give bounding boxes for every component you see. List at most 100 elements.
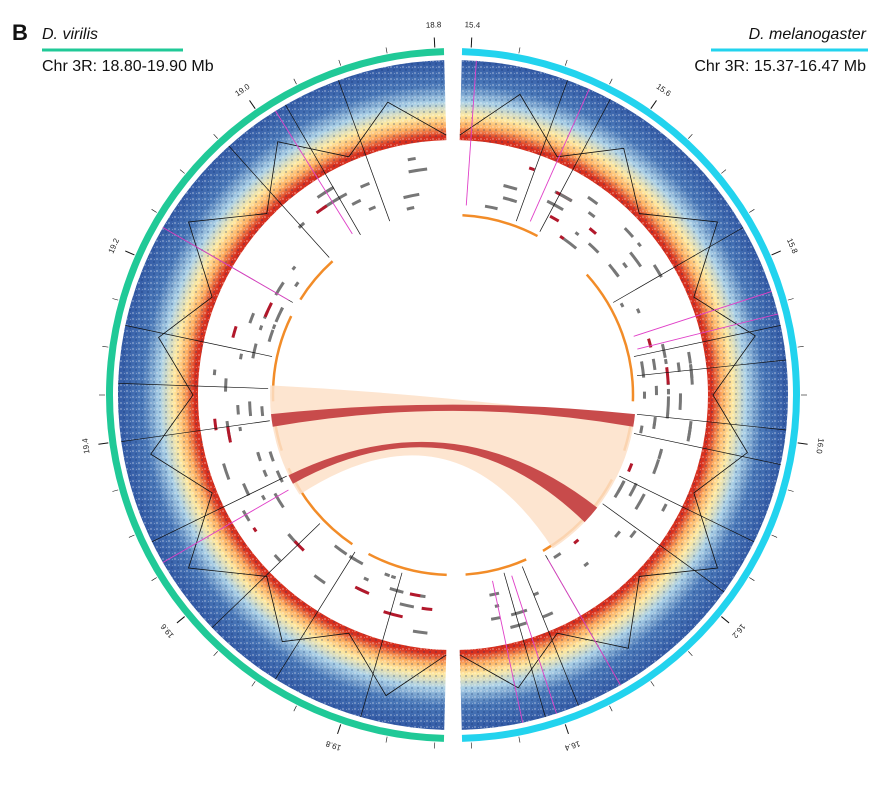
right-gene [587,242,600,254]
left-gene [260,406,265,417]
left-gene [389,587,401,593]
right-gene [686,426,692,442]
right-tick-4 [721,616,730,624]
orange-segment-4 [465,558,527,576]
synteny-band [270,385,635,549]
boundary-line-2 [613,227,744,303]
right-gene [553,552,562,560]
left-minor-tick [151,577,157,581]
left-minor-tick [338,59,342,66]
left-gene [267,329,275,343]
left-gene [273,553,282,562]
left-tick-1 [249,100,256,109]
right-minor-tick [787,489,794,492]
right-gene [689,365,694,385]
right-gene [612,269,620,278]
left-gene [275,470,284,483]
left-gene [256,452,262,462]
boundary-magenta-7 [162,489,289,563]
right-species-name: D. melanogaster [748,26,866,43]
right-gene [510,621,527,629]
right-gene [549,214,560,223]
left-tick-label-3: 19.4 [80,437,91,454]
right-gene [559,235,565,240]
right-gene [640,361,646,378]
gene-track [212,156,694,635]
right-gene [634,493,646,511]
right-gene [629,529,637,539]
left-gene [327,195,342,207]
boundary-line-14 [211,523,321,628]
left-tick-label-5: 19.8 [324,739,342,753]
boundary-line-1 [539,99,611,232]
left-tick-label-0: 18.8 [426,20,443,30]
right-gene [494,604,500,608]
left-tick-3 [98,442,109,445]
left-gene [262,469,268,478]
left-gene [258,324,264,331]
left-minor-tick [128,534,135,538]
orange-segment-1 [585,273,635,402]
right-minor-tick [688,133,693,139]
right-gene [666,396,670,414]
right-gene [666,388,670,395]
right-gene [658,448,664,455]
boundary-magenta-6 [492,580,524,723]
orange-segment-0 [462,213,539,238]
left-gene [421,606,433,611]
left-gene [287,533,294,540]
boundary-line-4 [636,359,787,377]
right-gene [642,391,646,399]
left-gene [390,574,397,580]
left-gene [315,204,328,215]
left-gene [368,205,377,212]
right-gene [502,196,514,202]
right-gene [587,195,599,206]
right-minor-tick [787,298,794,301]
right-tick-label-2: 15.8 [785,237,800,255]
right-tick-label-3: 16.0 [814,438,825,455]
left-tick-label-4: 19.6 [159,622,176,640]
left-region-label: Chr 3R: 18.80-19.90 Mb [42,58,214,75]
left-gene [348,554,357,562]
left-minor-tick [151,209,157,213]
left-gene [231,325,238,339]
left-gene [420,594,426,599]
boundary-line-17 [118,382,269,389]
right-minor-tick [721,169,727,174]
boundary-magenta-9 [275,110,353,235]
left-gene [383,610,403,619]
left-gene [293,540,305,552]
left-minor-tick [102,345,109,348]
right-gene [629,251,643,268]
boundary-line-10 [521,566,579,706]
right-gene [542,611,554,619]
left-gene [263,302,273,318]
right-tick-0 [470,37,473,48]
right-tick-label-4: 16.2 [730,622,747,640]
right-minor-tick [609,78,613,85]
right-gene [490,616,501,621]
boundary-line-0 [515,80,568,222]
right-gene [652,416,657,426]
left-tick-label-1: 19.0 [233,82,251,99]
right-gene [627,462,634,473]
left-tick-0 [433,37,436,48]
right-minor-tick [518,736,521,743]
right-region-label: Chr 3R: 15.37-16.47 Mb [694,58,866,75]
left-gene [406,206,415,211]
right-gene [622,262,628,269]
boundary-magenta-4 [547,559,621,686]
left-minor-tick [112,489,119,492]
synteny-links [270,385,635,549]
left-gene [242,482,251,496]
boundary-line-18 [125,325,273,357]
boundary-line-15 [151,475,287,543]
tad-outline-left [150,101,447,697]
boundary-magenta-0 [465,60,477,206]
right-tick-label-1: 15.6 [655,82,673,99]
right-gene [678,393,682,410]
left-gene [213,418,218,431]
right-minor-tick [771,534,778,538]
